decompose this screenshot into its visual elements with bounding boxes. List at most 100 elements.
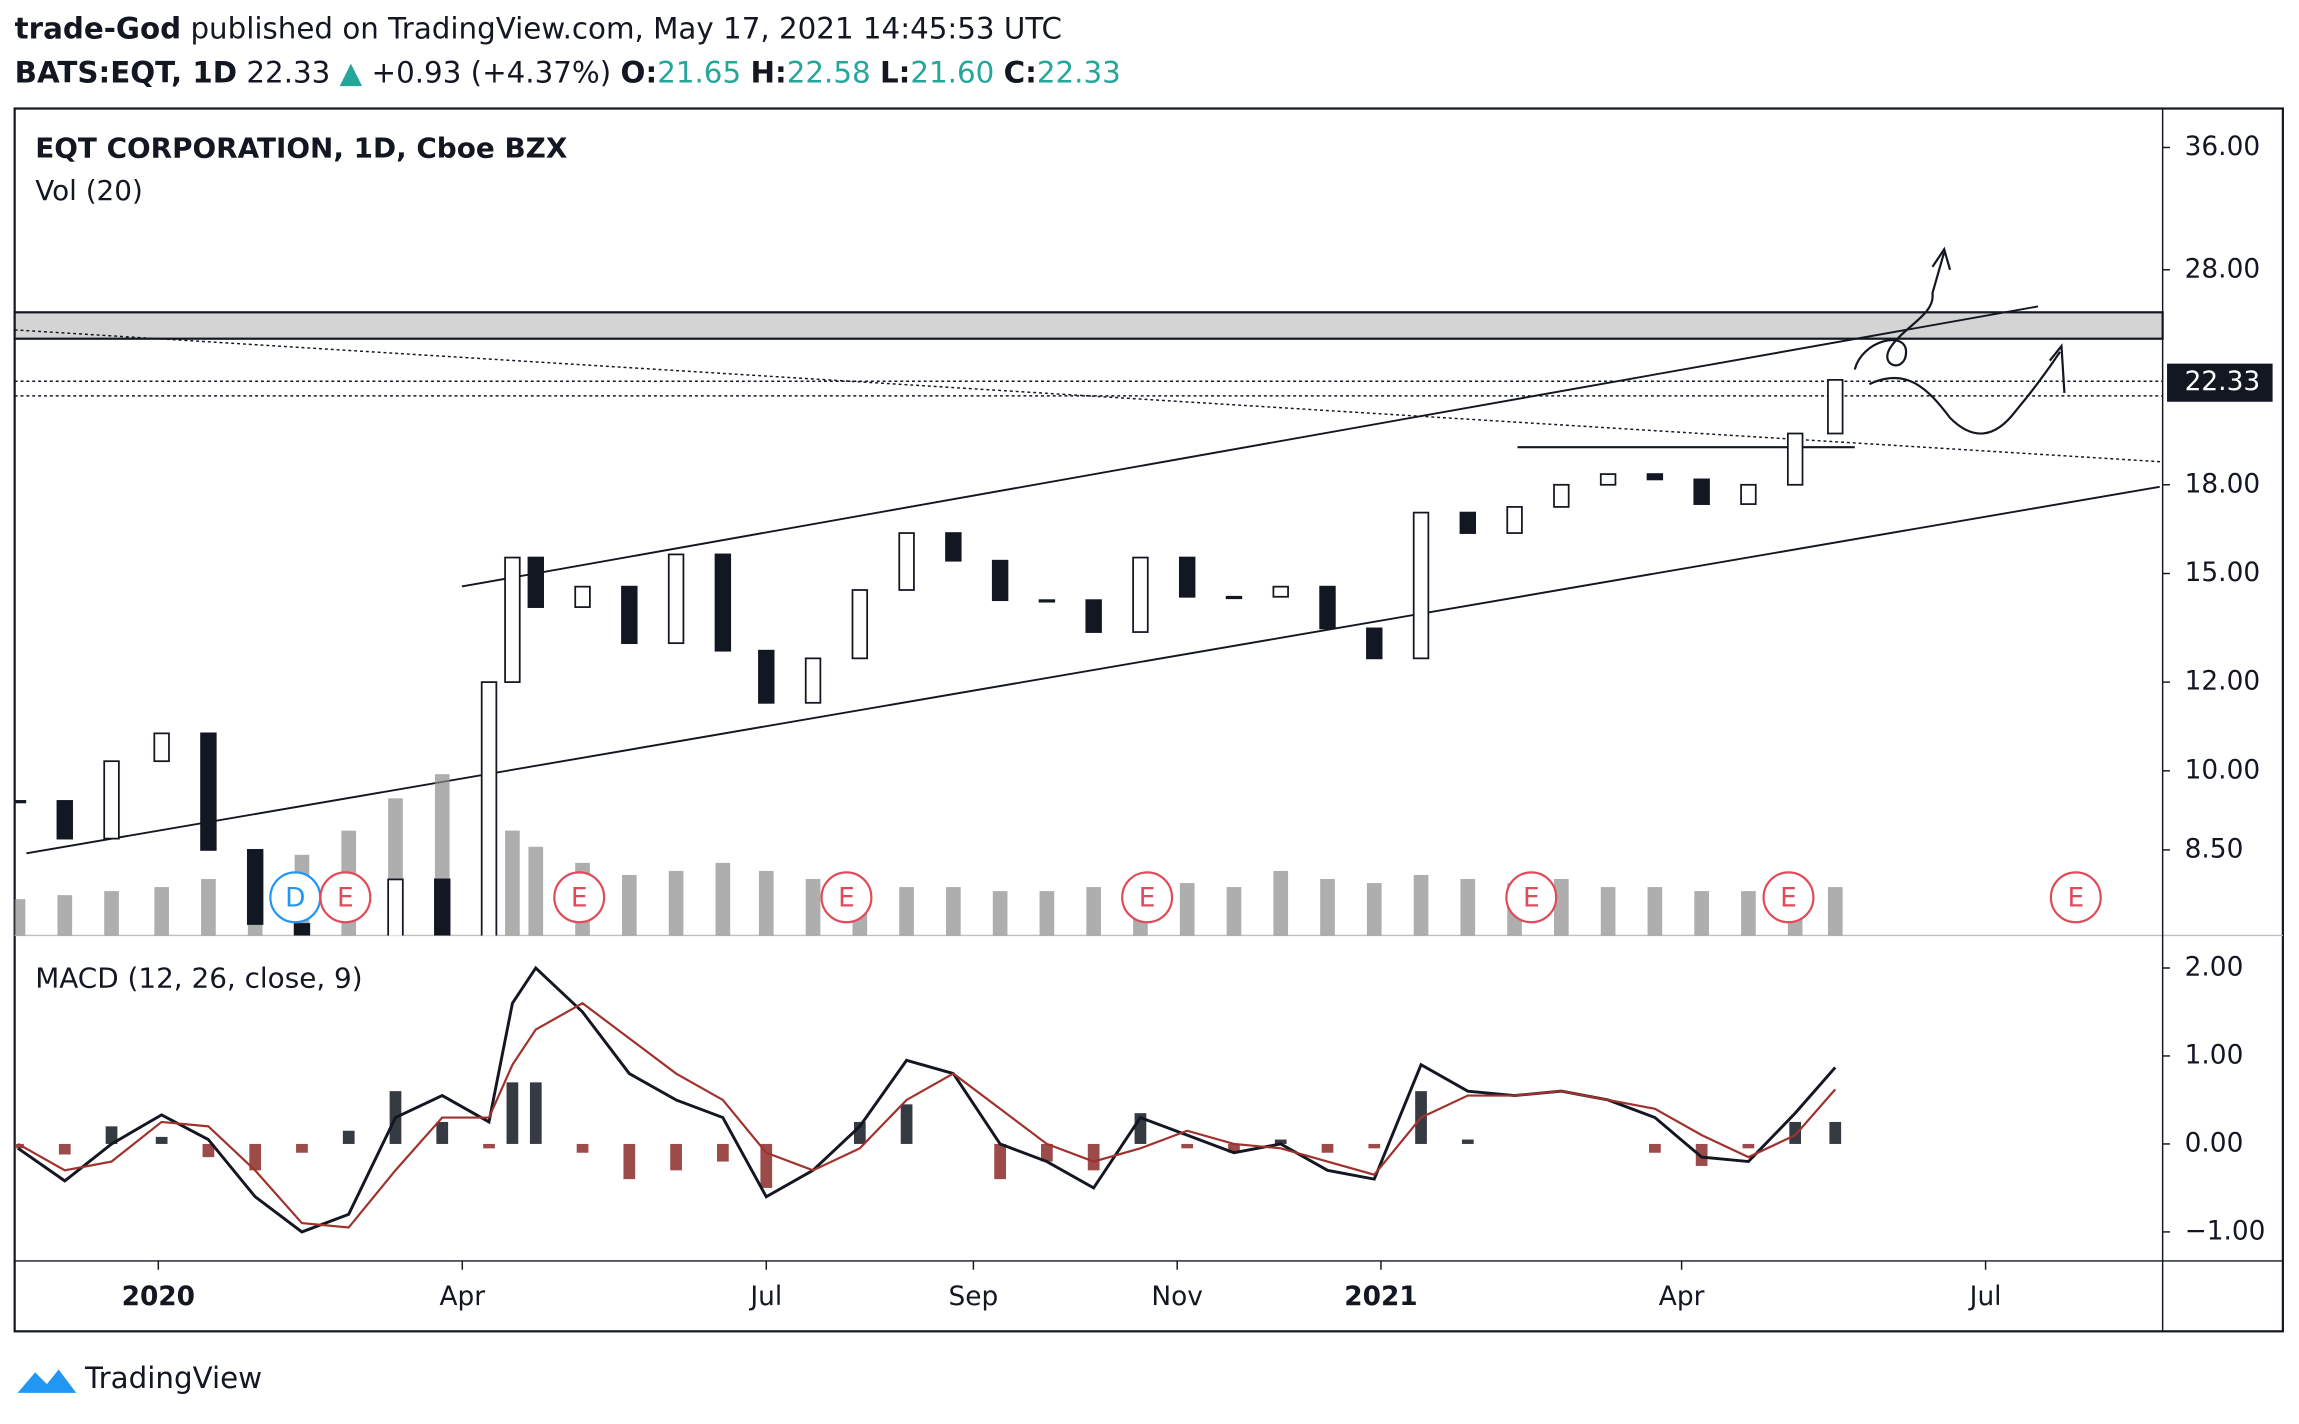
y-tick-label: 18.00 bbox=[2185, 469, 2261, 499]
histogram-bar bbox=[1087, 1143, 1100, 1171]
last-price-label: 22.33 bbox=[2185, 367, 2261, 397]
logo-icon bbox=[17, 1369, 77, 1393]
x-tick-label: Jul bbox=[748, 1282, 782, 1312]
candle bbox=[1553, 483, 1570, 508]
histogram-bar bbox=[436, 1121, 449, 1144]
volume-bar bbox=[154, 887, 169, 936]
x-tick-label: Jul bbox=[1968, 1282, 2002, 1312]
histogram-bar bbox=[1368, 1143, 1381, 1149]
volume-bar bbox=[1460, 879, 1476, 936]
y-tick-label: 12.00 bbox=[2185, 667, 2261, 697]
candle bbox=[200, 732, 217, 851]
candle bbox=[1132, 556, 1149, 633]
histogram-bar bbox=[529, 1082, 542, 1144]
x-tick-label: Apr bbox=[439, 1282, 485, 1312]
volume-bar bbox=[1554, 879, 1569, 936]
event-marker bbox=[820, 871, 873, 924]
volume-bar bbox=[899, 887, 914, 936]
x-tick-label: 2021 bbox=[1344, 1282, 1417, 1312]
y-tick-label: 0.00 bbox=[2185, 1128, 2244, 1158]
y-tick-label: 8.50 bbox=[2185, 834, 2244, 864]
symbol: BATS:EQT, 1D bbox=[15, 55, 237, 89]
histogram-bar bbox=[716, 1143, 729, 1162]
volume-bar bbox=[946, 887, 961, 936]
event-label: E bbox=[1139, 883, 1156, 913]
drawings bbox=[13, 246, 2164, 855]
event-label: E bbox=[1523, 883, 1540, 913]
histogram-bar bbox=[1321, 1143, 1334, 1153]
candle bbox=[804, 657, 822, 704]
event-marker bbox=[1505, 871, 1558, 924]
channel-upper bbox=[461, 305, 2039, 588]
histogram-bar bbox=[1649, 1143, 1661, 1153]
volume-bar bbox=[621, 874, 637, 936]
candle bbox=[1599, 473, 1617, 486]
price-pane bbox=[14, 379, 1844, 936]
candle bbox=[1646, 473, 1664, 481]
event-marker bbox=[1762, 871, 1815, 924]
candle bbox=[1225, 595, 1243, 600]
x-tick-label: 2020 bbox=[122, 1282, 195, 1312]
histogram-bar bbox=[58, 1143, 71, 1155]
hand-arrow bbox=[1868, 343, 2066, 435]
histogram-bar bbox=[342, 1130, 355, 1144]
hand-arrow bbox=[1853, 246, 1952, 370]
volume-bar bbox=[528, 846, 544, 936]
resistance-zone bbox=[13, 311, 2164, 340]
dotted-trendline bbox=[14, 329, 2163, 463]
volume-bar bbox=[1086, 887, 1101, 936]
candle bbox=[1319, 585, 1336, 630]
volume-bar bbox=[14, 899, 26, 936]
histogram-bar bbox=[994, 1143, 1006, 1180]
volume-bar bbox=[668, 870, 684, 936]
event-label: E bbox=[571, 883, 588, 913]
histogram-bar bbox=[105, 1126, 118, 1144]
histogram-bar bbox=[853, 1121, 866, 1144]
histogram-bar bbox=[1274, 1139, 1287, 1144]
histogram-bar bbox=[1789, 1121, 1802, 1144]
candle bbox=[103, 760, 120, 840]
volume-bar bbox=[1366, 883, 1382, 936]
candle bbox=[1827, 379, 1844, 435]
histogram-bar bbox=[576, 1143, 589, 1153]
candle bbox=[56, 800, 73, 840]
footer-brand: TradingView bbox=[84, 1361, 262, 1395]
y-tick-label: −1.00 bbox=[2185, 1216, 2266, 1246]
histogram-bar bbox=[1695, 1143, 1708, 1166]
event-marker bbox=[319, 871, 372, 924]
histogram-bar bbox=[670, 1143, 682, 1171]
last: 22.33 bbox=[246, 55, 330, 89]
volume-title: Vol (20) bbox=[35, 174, 143, 207]
volume-bar bbox=[57, 895, 73, 936]
candle bbox=[1272, 585, 1289, 598]
y-tick-label: 10.00 bbox=[2185, 755, 2261, 785]
candle bbox=[1085, 599, 1102, 633]
candle bbox=[480, 681, 498, 936]
volume-bar bbox=[1179, 883, 1195, 936]
candle bbox=[1740, 483, 1757, 505]
event-label: E bbox=[1780, 883, 1797, 913]
candle bbox=[504, 556, 521, 683]
x-tick-label: Sep bbox=[949, 1282, 999, 1312]
event-label: E bbox=[2067, 883, 2084, 913]
candle bbox=[1366, 627, 1383, 660]
volume-bar bbox=[1413, 874, 1429, 936]
histogram-bar bbox=[1461, 1139, 1474, 1144]
candle bbox=[1178, 556, 1196, 598]
volume-bar bbox=[1827, 887, 1843, 936]
low: 21.60 bbox=[910, 55, 994, 89]
last-price-box bbox=[2167, 363, 2273, 402]
histogram-bar bbox=[900, 1104, 913, 1144]
candle bbox=[387, 878, 404, 936]
open-label: O: bbox=[621, 55, 658, 89]
histogram-bar bbox=[623, 1143, 636, 1180]
high: 22.58 bbox=[787, 55, 871, 89]
candle bbox=[246, 849, 264, 925]
candle bbox=[1506, 506, 1523, 534]
histogram-bar bbox=[155, 1136, 168, 1144]
low-label: L: bbox=[880, 55, 910, 89]
y-tick-label: 28.00 bbox=[2185, 254, 2261, 284]
candle bbox=[1459, 511, 1477, 534]
change: +0.93 (+4.37%) bbox=[372, 55, 612, 89]
